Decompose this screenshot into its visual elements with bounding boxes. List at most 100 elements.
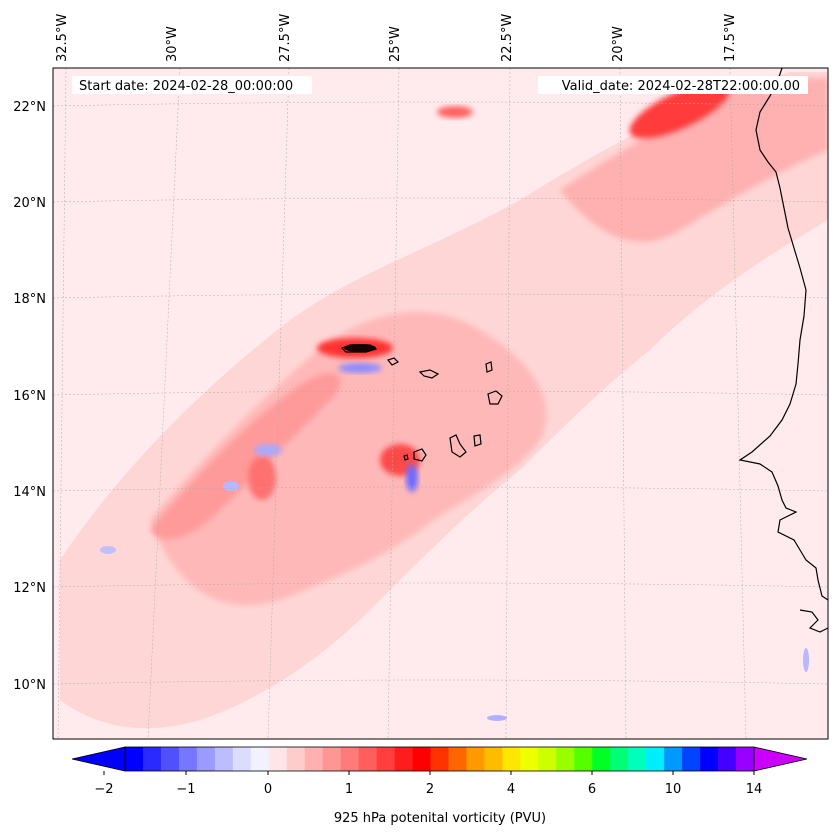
colorbar-tick-label: 0 (264, 782, 272, 797)
valid-date-label: Valid_date: 2024-02-28T22:00:00.00 (562, 79, 800, 94)
pv-region-northeast (560, 78, 828, 242)
colorbar-tick-label: 4 (507, 782, 515, 797)
island-sao-vicente (386, 357, 400, 366)
lat-label: 20°N (13, 196, 46, 211)
pv-region-mid (150, 311, 547, 606)
colorbar-cell (484, 747, 503, 771)
colorbar-cell (556, 747, 575, 771)
africa-coastline-south (799, 609, 828, 633)
pv-min-2 (406, 464, 418, 492)
lat-label: 22°N (13, 100, 46, 115)
vorticity-field (60, 72, 828, 729)
colorbar-tick-label: 2 (426, 782, 434, 797)
colorbar-tick-label: 14 (746, 782, 763, 797)
colorbar-cell (196, 747, 216, 771)
colorbar: −2 −1 0 1 2 4 6 10 14 925 hPa potenital … (71, 746, 808, 826)
colorbar-label: 925 hPa potenital vorticity (PVU) (334, 811, 546, 826)
lon-label: 32.5°W (55, 14, 70, 62)
colorbar-cell (376, 747, 395, 771)
colorbar-cell (178, 747, 198, 771)
colorbar-cell (358, 747, 377, 771)
colorbar-cell (682, 747, 701, 771)
colorbar-cell (646, 747, 665, 771)
colorbar-cell (664, 747, 683, 771)
colorbar-cell (394, 747, 413, 771)
colorbar-frame (124, 746, 755, 772)
colorbar-cell (592, 747, 611, 771)
pv-max-west (248, 456, 276, 500)
colorbar-cell (700, 747, 719, 771)
colorbar-cell (214, 747, 234, 771)
colorbar-cell (250, 747, 270, 771)
colorbar-tick-label: 6 (588, 782, 596, 797)
colorbar-cell (286, 747, 306, 771)
lat-label: 18°N (13, 292, 46, 307)
lat-label: 12°N (13, 581, 46, 596)
pv-max-ne-2 (437, 106, 473, 118)
island-santiago (449, 434, 467, 458)
coastlines (340, 68, 828, 633)
colorbar-cells (125, 747, 755, 771)
pv-min-4 (487, 715, 507, 721)
colorbar-cell (466, 747, 485, 771)
colorbar-tick-label: 1 (345, 782, 353, 797)
lat-label: 16°N (13, 389, 46, 404)
colorbar-tick-label: 10 (665, 782, 682, 797)
colorbar-cell (718, 747, 737, 771)
colorbar-cell (412, 747, 431, 771)
lon-label: 25°W (388, 26, 403, 62)
colorbar-cell (736, 747, 755, 771)
colorbar-tick-label: −2 (94, 782, 113, 797)
colorbar-cell (125, 747, 144, 771)
pv-min-7 (223, 481, 239, 491)
africa-coastline (738, 68, 828, 601)
colorbar-cell (304, 747, 323, 771)
island-brava (403, 454, 409, 461)
colorbar-cell (322, 747, 341, 771)
colorbar-cell (628, 747, 647, 771)
valid-date-box (538, 76, 808, 94)
start-date-label: Start date: 2024-02-28_00:00:00 (79, 79, 293, 94)
longitude-labels: 32.5°W 30°W 27.5°W 25°W 22.5°W 20°W 17.5… (55, 14, 738, 62)
gridlines (53, 68, 828, 739)
pv-core-santo-antao (344, 344, 376, 352)
lat-label: 10°N (13, 678, 46, 693)
colorbar-cell (538, 747, 557, 771)
colorbar-cell (610, 747, 629, 771)
colorbar-cell (340, 747, 359, 771)
pv-min-5 (803, 648, 809, 672)
colorbar-cell (448, 747, 467, 771)
pv-max-ne-1 (629, 81, 731, 139)
colorbar-cell (142, 747, 162, 771)
colorbar-tick-label: −1 (176, 782, 195, 797)
colorbar-cell (160, 747, 180, 771)
island-fogo (413, 448, 427, 462)
colorbar-cell (232, 747, 252, 771)
island-maio (473, 434, 482, 447)
lon-label: 22.5°W (500, 14, 515, 62)
colorbar-cell (520, 747, 539, 771)
map-frame (52, 67, 829, 740)
start-date-box (72, 76, 312, 94)
lon-label: 20°W (611, 26, 626, 62)
island-boa-vista (487, 390, 503, 405)
colorbar-extend-left (71, 746, 126, 772)
latitude-labels: 22°N 20°N 18°N 16°N 14°N 12°N 10°N (13, 100, 46, 693)
pv-min-6 (100, 546, 116, 554)
island-sao-nicolau (418, 369, 440, 379)
lon-label: 30°W (165, 26, 180, 62)
pv-min-3 (254, 444, 282, 456)
colorbar-extend-right (753, 746, 808, 772)
lon-label: 17.5°W (723, 14, 738, 62)
pv-filament (150, 373, 341, 540)
pv-min-1 (338, 363, 382, 373)
colorbar-cell (502, 747, 521, 771)
lat-label: 14°N (13, 485, 46, 500)
lon-label: 27.5°W (278, 14, 293, 62)
island-santo-antao (340, 344, 378, 353)
colorbar-cell (574, 747, 593, 771)
colorbar-cell (268, 747, 288, 771)
island-sal (485, 361, 493, 373)
colorbar-cell (430, 747, 449, 771)
